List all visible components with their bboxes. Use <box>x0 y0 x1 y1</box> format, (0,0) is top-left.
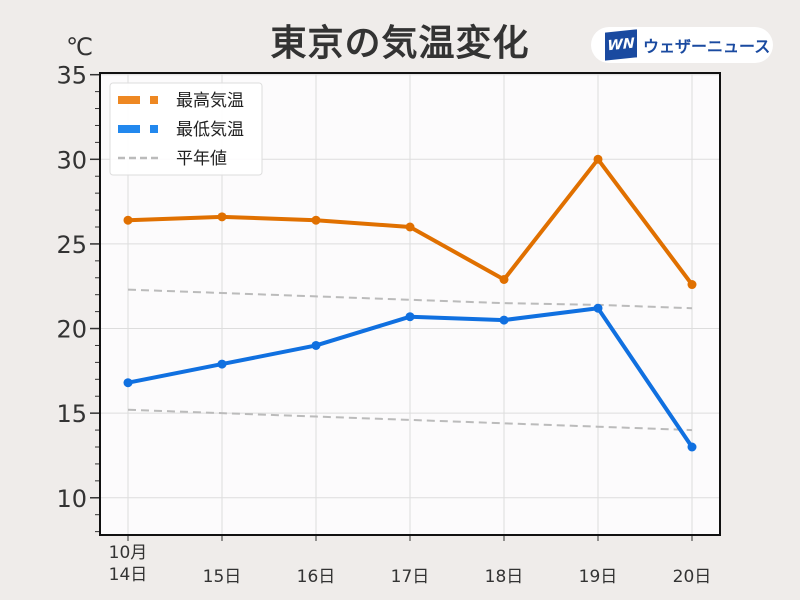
y-tick-label: 20 <box>56 316 87 344</box>
high-temp-point <box>405 222 415 232</box>
x-tick-label: 18日 <box>485 567 524 587</box>
low-temp-point <box>311 340 321 350</box>
high-temp-point <box>687 280 697 290</box>
x-tick-label: 19日 <box>579 567 618 587</box>
plot-frame <box>99 72 721 536</box>
high-temp-point <box>123 215 133 225</box>
legend-label: 最低気温 <box>176 120 244 140</box>
low-temp-point <box>593 303 603 313</box>
high-temp-point <box>217 212 227 222</box>
y-tick-label: 30 <box>56 146 87 174</box>
legend-box <box>109 82 263 176</box>
weathernews-logo: WN ウェザーニュース <box>591 27 773 63</box>
legend-label: 平年値 <box>176 149 227 169</box>
legend-swatch <box>118 125 140 133</box>
y-tick-label: 15 <box>56 400 87 428</box>
low-temp-point <box>217 359 227 369</box>
x-tick-label: 20日 <box>673 567 712 587</box>
y-tick-label: 25 <box>56 231 87 259</box>
x-tick-label: 16日 <box>297 567 336 587</box>
legend-swatch <box>150 96 158 104</box>
x-tick-label: 15日 <box>203 567 242 587</box>
legend-swatch <box>118 96 140 104</box>
y-tick-label: 10 <box>56 485 87 513</box>
chart-title: 東京の気温変化 <box>270 23 530 64</box>
y-tick-label: 35 <box>56 62 87 90</box>
logo-text: ウェザーニュース <box>643 37 771 56</box>
legend-label: 最高気温 <box>176 91 244 111</box>
high-temp-point <box>499 274 509 284</box>
legend-swatch <box>150 125 158 133</box>
low-temp-point <box>123 378 133 388</box>
x-tick-label: 17日 <box>391 567 430 587</box>
x-tick-label: 10月 14日 <box>109 543 148 585</box>
low-temp-point <box>499 315 509 325</box>
normal-line <box>127 408 693 432</box>
low-temp-point <box>687 442 697 452</box>
high-temp-point <box>311 215 321 225</box>
high-temp-point <box>593 154 603 164</box>
low-temp-point <box>405 312 415 322</box>
y-axis-unit: ℃ <box>66 33 93 61</box>
